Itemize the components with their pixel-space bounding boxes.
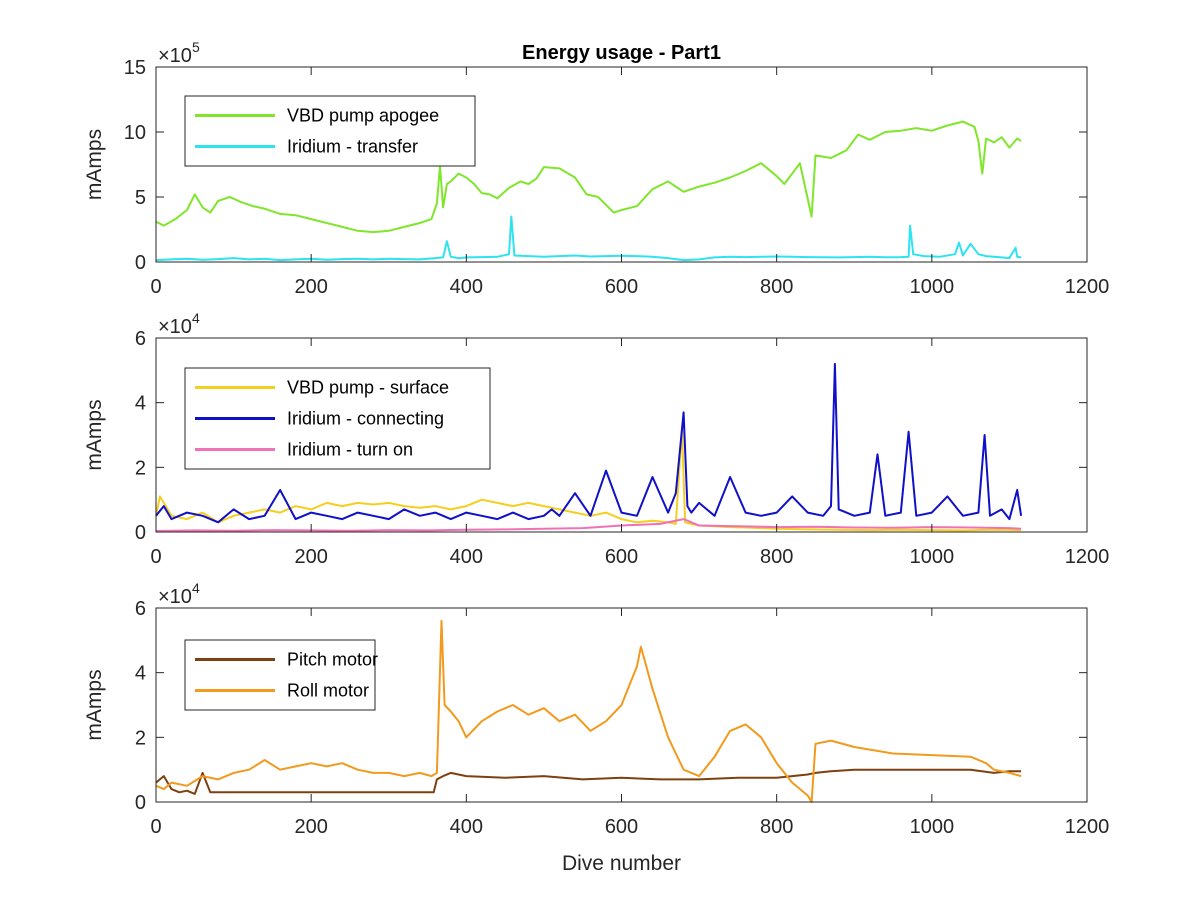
panel-3-xtick-label: 200: [294, 816, 327, 838]
panel-2-exponent-power: 4: [192, 310, 200, 326]
panel-1-exponent-label: ×105: [158, 39, 200, 67]
panel-1-legend-label: Iridium - transfer: [287, 137, 418, 157]
panel-2-xtick-label: 200: [294, 546, 327, 568]
panel-2-xtick-label: 1200: [1065, 546, 1110, 568]
panel-1-xtick-label: 1200: [1065, 276, 1110, 298]
panel-3-legend-label: Pitch motor: [287, 650, 378, 670]
panel-1-exponent-base: ×10: [158, 45, 192, 67]
panel-3-exponent-power: 4: [192, 580, 200, 596]
panel-1-ytick-label: 0: [135, 252, 146, 274]
panel-3-legend-box: [184, 639, 376, 711]
panel-2-series-vbd-pump-surface: [155, 427, 1022, 532]
panel-2-xtick-label: 800: [760, 546, 793, 568]
panel-3-xtick-label: 600: [605, 816, 638, 838]
panel-3-exponent-base: ×10: [158, 586, 192, 608]
panel-1-series-vbd-pump-apogee: [155, 120, 1022, 234]
panel-1-ytick-label: 10: [124, 122, 146, 144]
panel-2-legend-label: Iridium - connecting: [287, 409, 444, 429]
panel-2-xtick-label: 600: [605, 546, 638, 568]
panel-3-ytick-label: 2: [135, 727, 146, 749]
panel-2-xtick-label: 400: [450, 546, 483, 568]
panel-2-ytick-label: 0: [135, 522, 146, 544]
panel-2-ytick-label: 2: [135, 457, 146, 479]
panel-3-ytick-label: 4: [135, 663, 146, 685]
panel-1-ytick-label: 15: [124, 57, 146, 79]
panel-3-exponent-label: ×104: [158, 580, 200, 608]
panel-3-ylabel: mAmps: [83, 669, 106, 740]
panel-1-xtick-label: 0: [150, 276, 161, 298]
panel-1-xtick-label: 600: [605, 276, 638, 298]
panel-2-legend-label: Iridium - turn on: [287, 440, 413, 460]
panel-1-xtick-label: 1000: [910, 276, 955, 298]
panel-3-xtick-label: 0: [150, 816, 161, 838]
panel-2-xtick-label: 0: [150, 546, 161, 568]
panel-1-legend-box: [184, 95, 476, 167]
panel-1-exponent-power: 5: [192, 39, 200, 55]
panel-3-ytick-label: 0: [135, 792, 146, 814]
panel-2-exponent-label: ×104: [158, 310, 200, 338]
panel-2-series-iridium-connecting: [155, 362, 1023, 524]
panel-3-legend-label: Roll motor: [287, 681, 369, 701]
panel-3-series-roll-motor: [155, 619, 1022, 803]
panel-3-xtick-label: 800: [760, 816, 793, 838]
panel-2-legend-label: VBD pump - surface: [287, 378, 449, 398]
panel-1-ylabel: mAmps: [83, 129, 106, 200]
panel-3-xlabel: Dive number: [562, 852, 681, 875]
panel-3-ytick-label: 6: [135, 598, 146, 620]
panel-2-xtick-label: 1000: [910, 546, 955, 568]
panel-1-xtick-label: 800: [760, 276, 793, 298]
panel-1-legend-label: VBD pump apogee: [287, 106, 439, 126]
panel-1-ytick-label: 5: [135, 187, 146, 209]
panel-1-title: Energy usage - Part1: [522, 42, 721, 64]
panel-2-ytick-label: 4: [135, 393, 146, 415]
panel-2-exponent-base: ×10: [158, 316, 192, 338]
panel-1-xtick-label: 200: [294, 276, 327, 298]
panel-1-xtick-label: 400: [450, 276, 483, 298]
panel-2-ylabel: mAmps: [83, 399, 106, 470]
panel-3-xtick-label: 1000: [910, 816, 955, 838]
panel-3-xtick-label: 400: [450, 816, 483, 838]
panel-2-ytick-label: 6: [135, 328, 146, 350]
panel-3-xtick-label: 1200: [1065, 816, 1110, 838]
